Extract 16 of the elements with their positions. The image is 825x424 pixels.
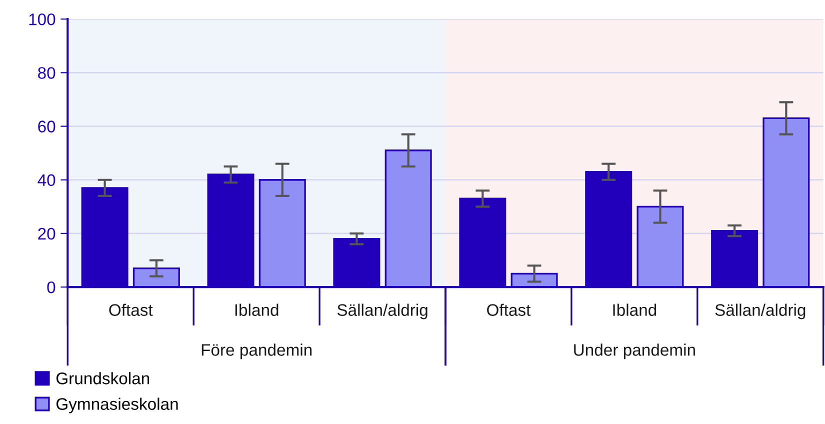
x-tick-label: Sällan/aldrig: [715, 304, 806, 320]
text: Under pandemin: [574, 344, 695, 360]
y-tick-label: 20: [38, 228, 56, 240]
y-tick-label: 0: [47, 281, 56, 294]
legend-label: Gymnasieskolan: [56, 398, 178, 414]
x-tick-label: Oftast: [487, 304, 531, 316]
y-tick-label: 60: [38, 120, 56, 132]
legend-label: Grundskolan: [56, 372, 150, 384]
x-tick-label: Sällan/aldrig: [337, 304, 428, 320]
x-tick-label: Ibland: [235, 304, 278, 316]
y-tick-label: 80: [38, 67, 56, 79]
y-tick-label: 100: [29, 13, 56, 26]
x-tick-label: Ibland: [613, 304, 656, 316]
y-tick-label: 40: [38, 174, 56, 186]
x-tick-label: Oftast: [109, 304, 153, 316]
text: Före pandemin: [202, 344, 312, 360]
